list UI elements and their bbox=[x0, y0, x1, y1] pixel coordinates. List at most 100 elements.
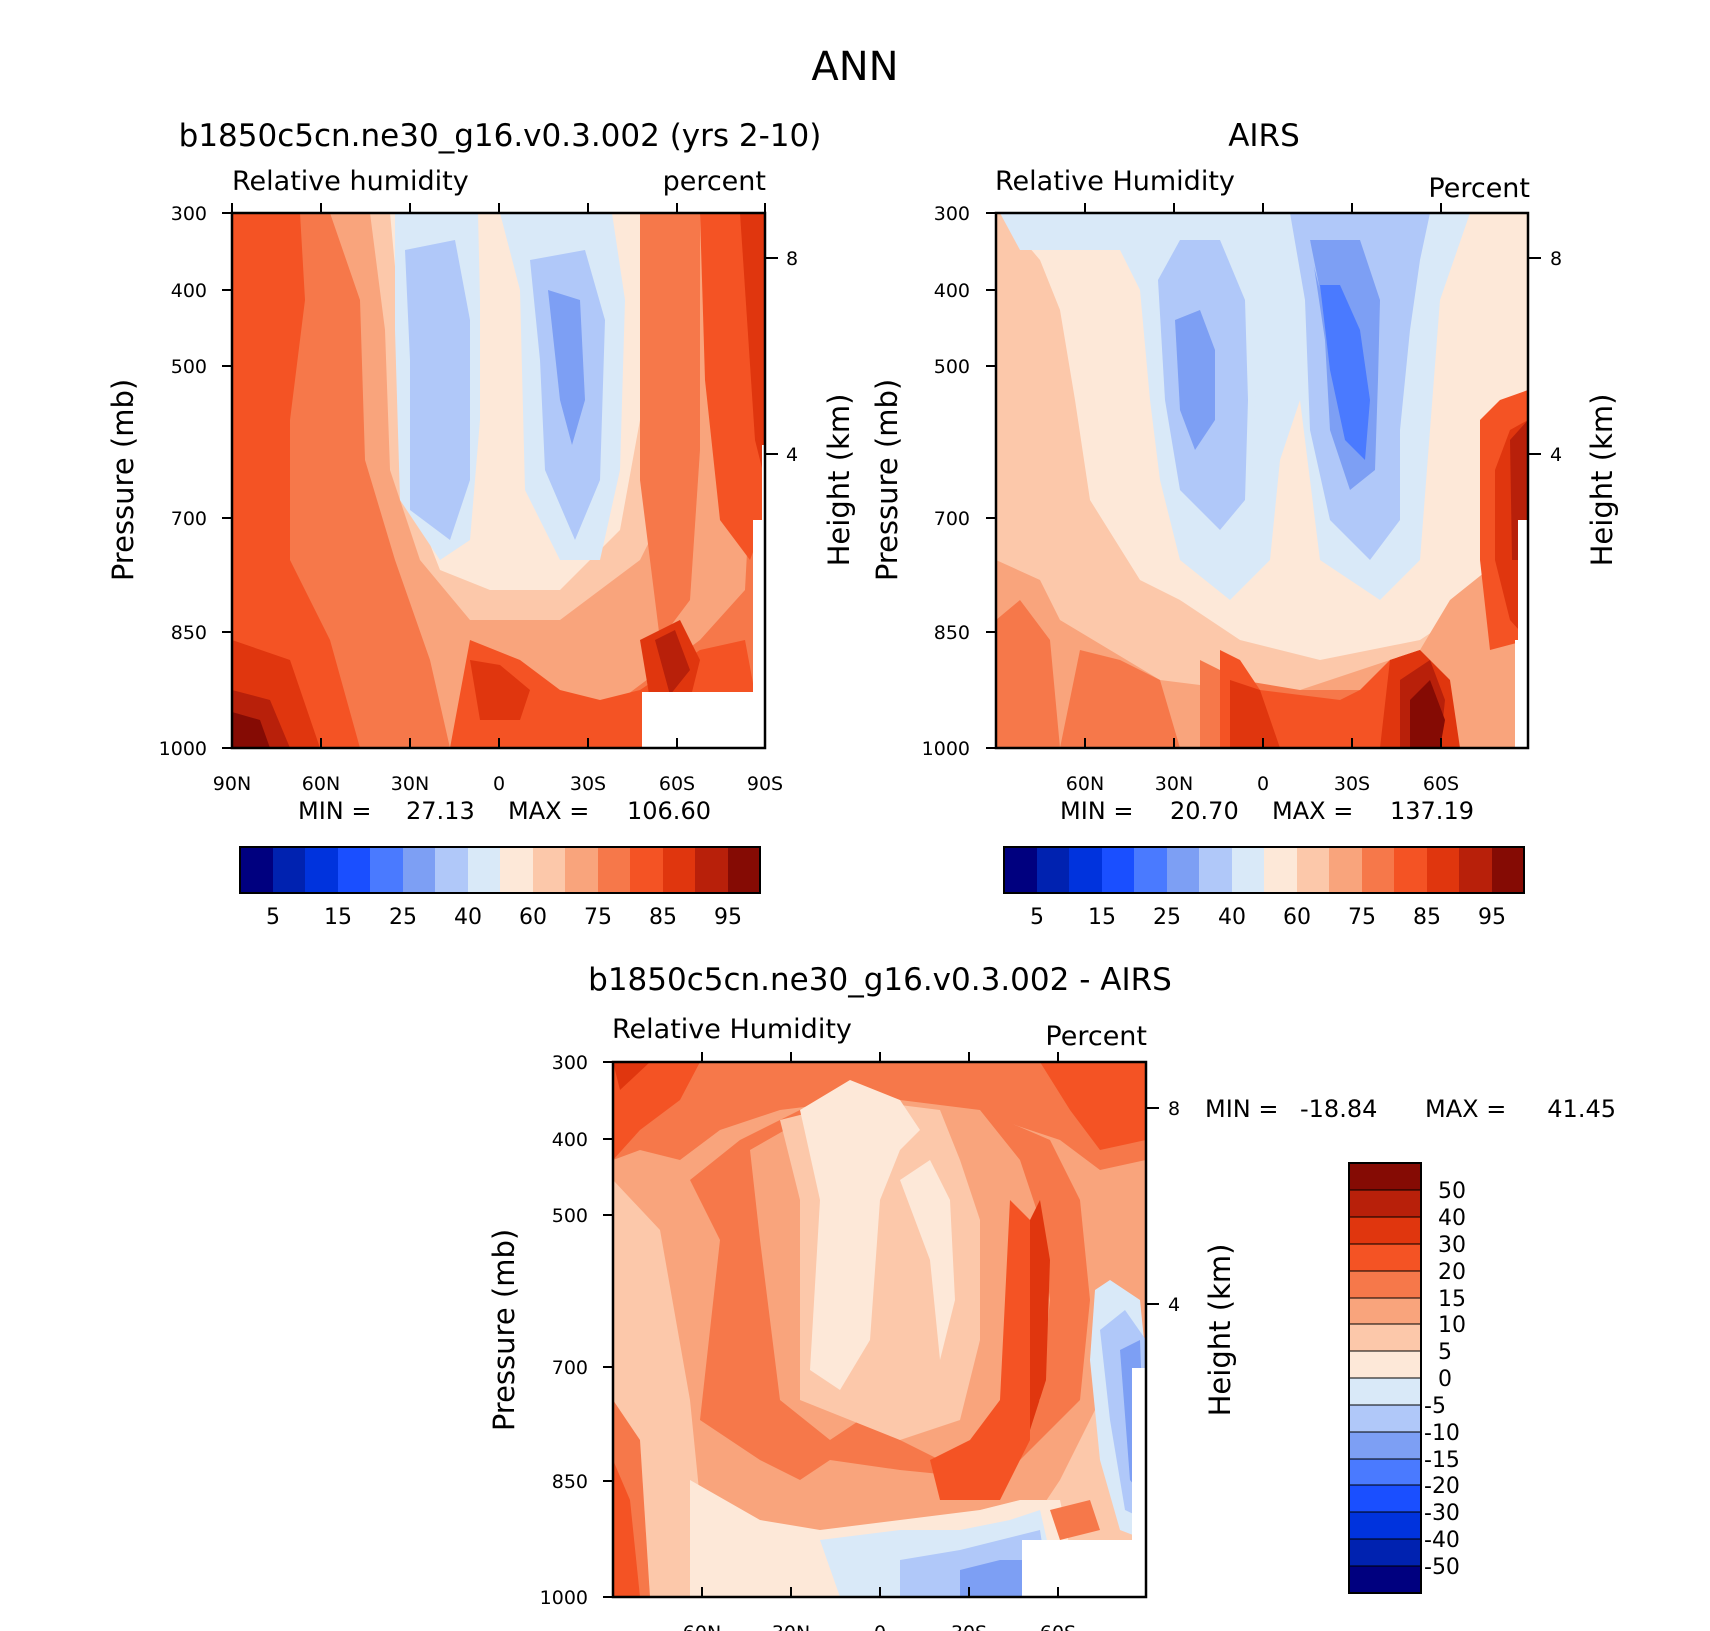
colorbar-swatch bbox=[1349, 1459, 1421, 1485]
panel-diff-min-label: MIN = bbox=[1205, 1095, 1278, 1123]
panel-model-xtick: 90S bbox=[747, 773, 783, 795]
panel-model-ytick: 1000 bbox=[159, 738, 207, 760]
colorbar-label: 50 bbox=[1438, 1179, 1466, 1204]
colorbar-swatch bbox=[630, 847, 663, 893]
colorbar-swatch bbox=[273, 847, 305, 893]
panel-obs-field-label: Relative Humidity bbox=[995, 166, 1235, 197]
colorbar-swatch bbox=[1349, 1432, 1421, 1459]
panel-diff-ytick: 500 bbox=[552, 1205, 588, 1227]
panel-obs-height-tick: 8 bbox=[1550, 248, 1562, 270]
panel-diff-ytick: 300 bbox=[552, 1052, 588, 1074]
panel-obs-units-label: Percent bbox=[1428, 173, 1530, 204]
panel-model-colorbar: 5 15 25 40 60 75 85 95 bbox=[239, 846, 761, 930]
colorbar-label: -15 bbox=[1424, 1448, 1460, 1473]
panel-obs-ytick: 400 bbox=[934, 280, 970, 302]
colorbar-swatch bbox=[1167, 847, 1199, 893]
colorbar-label: -50 bbox=[1424, 1555, 1460, 1580]
colorbar-label: 40 bbox=[1438, 1206, 1466, 1231]
colorbar-swatch bbox=[1297, 847, 1329, 893]
panel-obs-xtick: 30S bbox=[1334, 773, 1370, 795]
panel-diff-xtick: 0 bbox=[874, 1622, 886, 1631]
colorbar-label: 85 bbox=[1413, 905, 1441, 930]
panel-model-min-label: MIN = bbox=[298, 797, 371, 825]
colorbar-swatch bbox=[1349, 1163, 1421, 1190]
panel-model-xtick: 0 bbox=[493, 773, 505, 795]
panel-obs-ytick: 850 bbox=[934, 622, 970, 644]
colorbar-swatch bbox=[695, 847, 728, 893]
colorbar-label: -10 bbox=[1424, 1421, 1460, 1446]
panel-model-xtick: 60S bbox=[659, 773, 695, 795]
panel-model-max-label: MAX = bbox=[508, 797, 589, 825]
panel-obs-ytick: 500 bbox=[934, 356, 970, 378]
panel-obs-ytick: 300 bbox=[934, 203, 970, 225]
colorbar-swatch bbox=[1349, 1217, 1421, 1244]
colorbar-swatch bbox=[663, 847, 695, 893]
colorbar-swatch bbox=[1349, 1539, 1421, 1566]
panel-diff-colorbar: 50 40 30 20 15 10 5 0 -5 -10 -15 -20 -30… bbox=[1348, 1162, 1466, 1594]
panel-obs-max-label: MAX = bbox=[1272, 797, 1353, 825]
panel-obs-ytick: 1000 bbox=[922, 738, 970, 760]
colorbar-swatch bbox=[1232, 847, 1264, 893]
panel-obs-max-value: 137.19 bbox=[1390, 797, 1474, 825]
colorbar-label: 40 bbox=[454, 905, 482, 930]
colorbar-swatch bbox=[1349, 1324, 1421, 1351]
panel-model-min-value: 27.13 bbox=[406, 797, 475, 825]
colorbar-label: 75 bbox=[1348, 905, 1376, 930]
panel-model-units-label: percent bbox=[663, 166, 766, 197]
colorbar-swatch bbox=[468, 847, 500, 893]
colorbar-label: -40 bbox=[1424, 1528, 1460, 1553]
panel-obs-ylabel-right: Height (km) bbox=[1585, 394, 1619, 567]
colorbar-swatch bbox=[728, 847, 760, 893]
colorbar-label: 5 bbox=[1030, 905, 1044, 930]
panel-model-ylabel: Pressure (mb) bbox=[106, 379, 140, 581]
colorbar-swatch bbox=[1329, 847, 1362, 893]
panel-model-contours bbox=[232, 213, 765, 748]
colorbar-swatch bbox=[240, 847, 273, 893]
panel-diff-max-value: 41.45 bbox=[1547, 1095, 1616, 1123]
colorbar-swatch bbox=[1264, 847, 1297, 893]
colorbar-swatch bbox=[370, 847, 403, 893]
panel-diff-units-label: Percent bbox=[1045, 1021, 1147, 1052]
colorbar-label: 15 bbox=[1438, 1287, 1466, 1312]
panel-model-xtick: 90N bbox=[213, 773, 251, 795]
panel-model-xtick: 60N bbox=[302, 773, 340, 795]
colorbar-label: 60 bbox=[1283, 905, 1311, 930]
colorbar-swatch bbox=[1069, 847, 1102, 893]
panel-model-ytick: 850 bbox=[171, 622, 207, 644]
panel-diff-title: b1850c5cn.ne30_g16.v0.3.002 - AIRS bbox=[588, 962, 1172, 998]
colorbar-swatch bbox=[1349, 1298, 1421, 1324]
colorbar-swatch bbox=[1492, 847, 1524, 893]
colorbar-label: 75 bbox=[584, 905, 612, 930]
panel-obs-xtick: 30N bbox=[1155, 773, 1193, 795]
panel-diff-xtick: 60S bbox=[1040, 1622, 1076, 1631]
colorbar-swatch bbox=[1459, 847, 1492, 893]
panel-diff-min-value: -18.84 bbox=[1300, 1095, 1377, 1123]
colorbar-swatch bbox=[1349, 1244, 1421, 1271]
colorbar-swatch bbox=[533, 847, 565, 893]
panel-diff-ylabel: Pressure (mb) bbox=[487, 1229, 521, 1431]
colorbar-swatch bbox=[1349, 1566, 1421, 1593]
colorbar-label: 95 bbox=[714, 905, 742, 930]
panel-diff-xtick: 30N bbox=[772, 1622, 810, 1631]
colorbar-swatch bbox=[1349, 1378, 1421, 1405]
colorbar-label: 15 bbox=[324, 905, 352, 930]
panel-model-xtick: 30S bbox=[570, 773, 606, 795]
panel-obs-xtick: 60S bbox=[1423, 773, 1459, 795]
colorbar-swatch bbox=[1349, 1485, 1421, 1512]
panel-obs-min-value: 20.70 bbox=[1170, 797, 1239, 825]
colorbar-swatch bbox=[1349, 1351, 1421, 1378]
colorbar-label: 0 bbox=[1438, 1367, 1452, 1392]
colorbar-label: 25 bbox=[389, 905, 417, 930]
colorbar-swatch bbox=[565, 847, 598, 893]
colorbar-label: 60 bbox=[519, 905, 547, 930]
colorbar-swatch bbox=[598, 847, 630, 893]
colorbar-swatch bbox=[1362, 847, 1394, 893]
colorbar-label: 5 bbox=[266, 905, 280, 930]
panel-diff-ylabel-right: Height (km) bbox=[1203, 1244, 1237, 1417]
panel-obs-title: AIRS bbox=[1228, 118, 1300, 154]
colorbar-label: 85 bbox=[649, 905, 677, 930]
colorbar-label: -5 bbox=[1424, 1394, 1446, 1419]
panel-obs-ytick: 700 bbox=[934, 508, 970, 530]
colorbar-label: 10 bbox=[1438, 1313, 1466, 1338]
